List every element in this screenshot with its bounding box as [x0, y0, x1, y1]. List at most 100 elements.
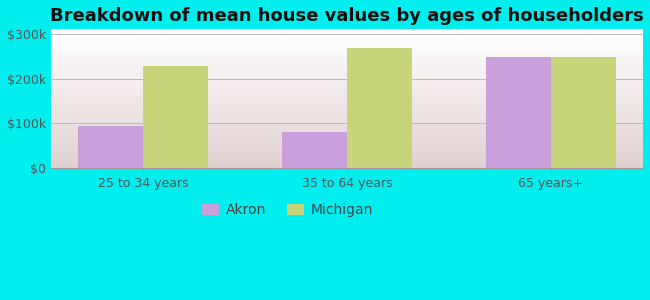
Bar [51, 120, 643, 121]
Bar [51, 99, 643, 100]
Bar [51, 46, 643, 47]
Bar [51, 49, 643, 50]
Bar [51, 57, 643, 58]
Bar [51, 29, 643, 31]
Bar [51, 131, 643, 132]
Bar [51, 129, 643, 131]
Bar [51, 91, 643, 92]
Bar [51, 96, 643, 98]
Bar [51, 154, 643, 156]
Bar [51, 82, 643, 83]
Bar [51, 71, 643, 72]
Bar [78, 126, 143, 168]
Bar [51, 164, 643, 166]
Bar [51, 117, 643, 118]
Bar [51, 132, 643, 134]
Bar [51, 106, 643, 107]
Bar [51, 146, 643, 148]
Bar [51, 161, 643, 163]
Bar [51, 142, 643, 143]
Bar [51, 143, 643, 145]
Bar [51, 38, 643, 39]
Bar [51, 153, 643, 154]
Bar [486, 57, 551, 168]
Bar [51, 107, 643, 109]
Bar [51, 103, 643, 104]
Bar [51, 39, 643, 40]
Bar [51, 109, 643, 110]
Bar [51, 157, 643, 159]
Bar [347, 48, 412, 168]
Bar [51, 64, 643, 65]
Bar [51, 135, 643, 136]
Bar [51, 104, 643, 106]
Bar [51, 74, 643, 75]
Bar [51, 128, 643, 129]
Bar [51, 100, 643, 102]
Bar [51, 118, 643, 120]
Bar [51, 45, 643, 46]
Bar [51, 89, 643, 91]
Bar [51, 67, 643, 68]
Bar [51, 116, 643, 117]
Bar [51, 124, 643, 125]
Bar [51, 32, 643, 34]
Bar [51, 88, 643, 89]
Bar [51, 61, 643, 63]
Bar [51, 121, 643, 122]
Bar [51, 160, 643, 161]
Bar [51, 70, 643, 71]
Bar [51, 36, 643, 38]
Bar [51, 81, 643, 82]
Bar [51, 138, 643, 139]
Bar [51, 56, 643, 57]
Bar [51, 83, 643, 85]
Bar [51, 72, 643, 74]
Bar [281, 132, 347, 168]
Bar [51, 94, 643, 96]
Bar [51, 127, 643, 128]
Bar [51, 43, 643, 45]
Bar [51, 34, 643, 35]
Bar [51, 134, 643, 135]
Bar [143, 66, 209, 168]
Bar [51, 113, 643, 114]
Bar [51, 163, 643, 164]
Bar [51, 54, 643, 56]
Bar [51, 50, 643, 52]
Bar [51, 156, 643, 157]
Bar [51, 76, 643, 78]
Bar [551, 57, 616, 168]
Bar [51, 93, 643, 94]
Bar [51, 42, 643, 43]
Bar [51, 102, 643, 103]
Bar [51, 68, 643, 70]
Bar [51, 98, 643, 99]
Bar [51, 47, 643, 49]
Bar [51, 86, 643, 88]
Bar [51, 79, 643, 81]
Bar [51, 60, 643, 61]
Bar [51, 31, 643, 32]
Legend: Akron, Michigan: Akron, Michigan [197, 197, 379, 223]
Bar [51, 152, 643, 153]
Bar [51, 140, 643, 142]
Bar [51, 92, 643, 93]
Bar [51, 63, 643, 64]
Bar [51, 150, 643, 152]
Bar [51, 122, 643, 124]
Bar [51, 149, 643, 150]
Bar [51, 139, 643, 140]
Bar [51, 65, 643, 67]
Bar [51, 53, 643, 54]
Bar [51, 78, 643, 79]
Bar [51, 111, 643, 113]
Bar [51, 52, 643, 53]
Bar [51, 114, 643, 116]
Bar [51, 167, 643, 168]
Bar [51, 148, 643, 149]
Bar [51, 35, 643, 36]
Bar [51, 110, 643, 111]
Bar [51, 125, 643, 127]
Bar [51, 58, 643, 60]
